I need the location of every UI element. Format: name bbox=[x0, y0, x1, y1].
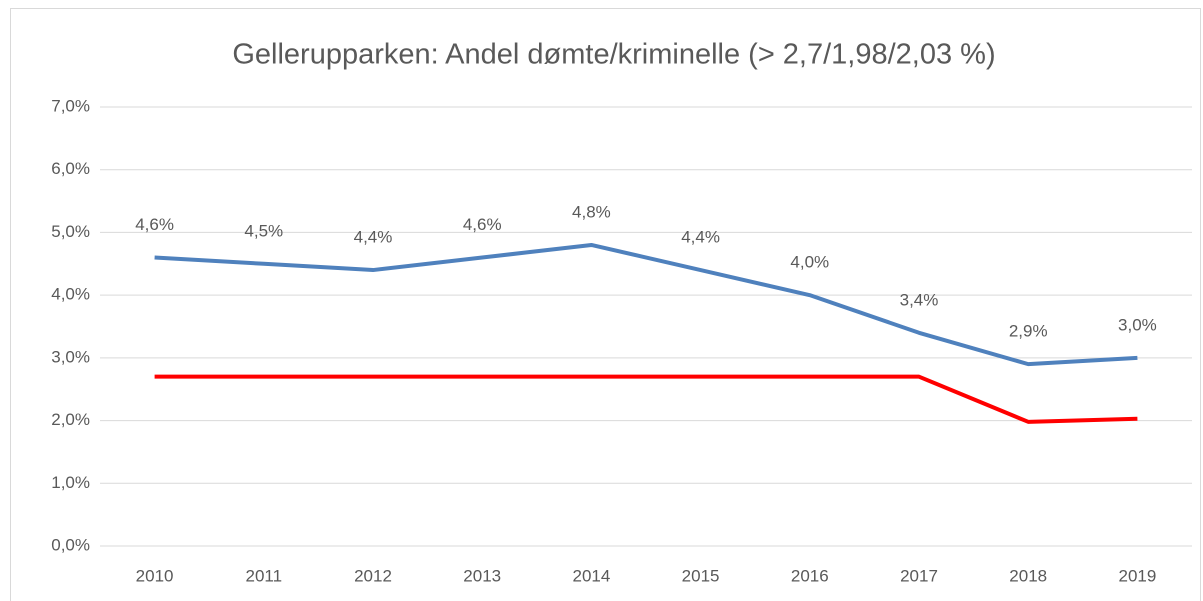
y-tick-label: 0,0% bbox=[51, 535, 90, 554]
y-tick-label: 3,0% bbox=[51, 347, 90, 366]
data-label: 2,9% bbox=[1009, 322, 1048, 341]
x-tick-label: 2015 bbox=[682, 566, 720, 585]
y-tick-label: 1,0% bbox=[51, 473, 90, 492]
chart-frame bbox=[10, 8, 1201, 601]
data-label: 4,6% bbox=[463, 215, 502, 234]
x-tick-label: 2016 bbox=[791, 566, 829, 585]
x-tick-label: 2019 bbox=[1118, 566, 1156, 585]
data-label: 4,5% bbox=[244, 221, 283, 240]
data-label: 3,0% bbox=[1118, 315, 1157, 334]
y-tick-label: 5,0% bbox=[51, 222, 90, 241]
data-label: 3,4% bbox=[900, 290, 939, 309]
x-tick-label: 2014 bbox=[572, 566, 610, 585]
chart-title: Gellerupparken: Andel dømte/kriminelle (… bbox=[232, 39, 995, 71]
x-tick-label: 2011 bbox=[246, 566, 283, 585]
data-label: 4,4% bbox=[681, 228, 720, 247]
line-series bbox=[154, 242, 1138, 367]
x-tick-label: 2013 bbox=[463, 566, 501, 585]
x-tick-label: 2010 bbox=[136, 566, 174, 585]
x-tick-label: 2012 bbox=[354, 566, 392, 585]
data-label: 4,6% bbox=[135, 215, 174, 234]
data-label: 4,8% bbox=[572, 202, 611, 221]
x-tick-label: 2017 bbox=[900, 566, 938, 585]
x-tick-label: 2018 bbox=[1009, 566, 1047, 585]
y-tick-label: 4,0% bbox=[51, 285, 90, 304]
y-tick-label: 7,0% bbox=[51, 96, 90, 115]
data-label: 4,4% bbox=[354, 228, 393, 247]
y-tick-label: 2,0% bbox=[51, 410, 90, 429]
y-tick-label: 6,0% bbox=[51, 159, 90, 178]
line-series bbox=[154, 374, 1138, 424]
data-label: 4,0% bbox=[790, 253, 829, 272]
